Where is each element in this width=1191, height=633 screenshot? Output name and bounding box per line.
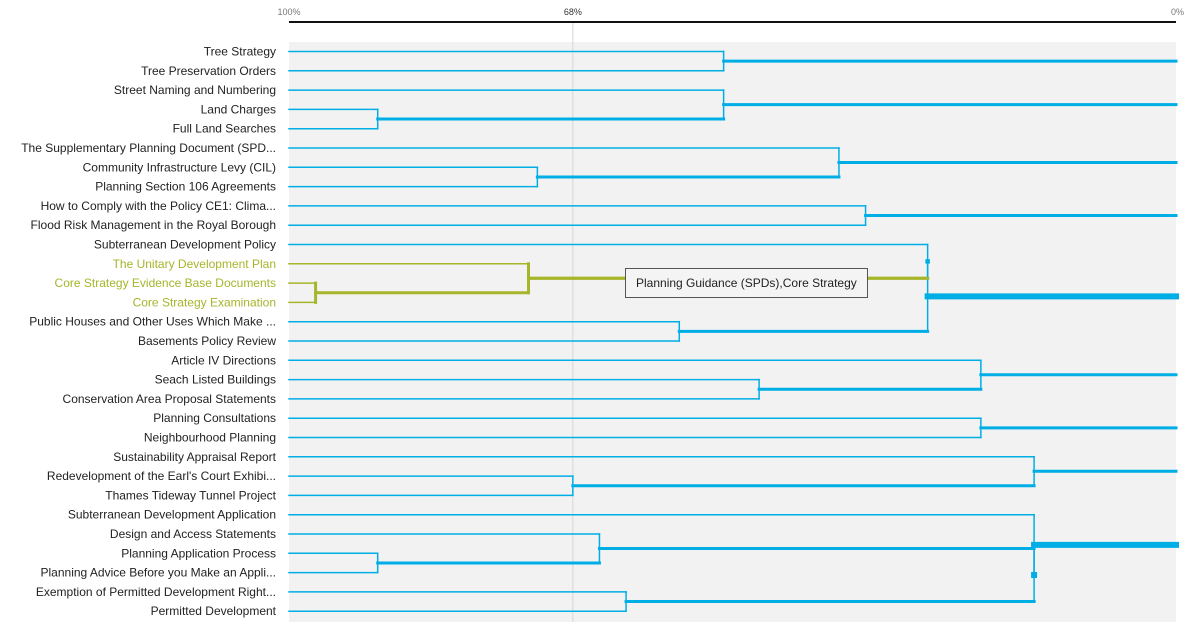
axis-tick-end: 0% — [1171, 7, 1184, 17]
leaf-label[interactable]: Neighbourhood Planning — [144, 431, 276, 445]
leaf-label[interactable]: Land Charges — [201, 102, 276, 116]
leaf-label[interactable]: Street Naming and Numbering — [114, 83, 276, 97]
axis-tick-start: 100% — [277, 7, 300, 17]
leaf-labels: Tree Strategy Tree Preservation Orders Str… — [21, 45, 276, 619]
leaf-label[interactable]: Flood Risk Management in the Royal Borou… — [31, 218, 276, 232]
leaf-label[interactable]: The Unitary Development Plan — [113, 257, 276, 271]
leaf-label[interactable]: Planning Application Process — [121, 546, 276, 560]
leaf-label[interactable]: Conservation Area Proposal Statements — [63, 392, 276, 406]
leaf-label[interactable]: Public Houses and Other Uses Which Make … — [29, 315, 276, 329]
leaf-label[interactable]: Planning Section 106 Agreements — [95, 180, 276, 194]
axis-tick-marker: 68% — [564, 7, 582, 17]
leaf-label[interactable]: Redevelopment of the Earl's Court Exhibi… — [47, 469, 276, 483]
cluster-tooltip: Planning Guidance (SPDs),Core Strategy — [625, 268, 868, 298]
dendrogram-links — [288, 50, 1179, 612]
leaf-label[interactable]: Planning Consultations — [153, 411, 276, 425]
leaf-label[interactable]: Full Land Searches — [173, 122, 276, 136]
leaf-label[interactable]: Core Strategy Evidence Base Documents — [55, 276, 276, 290]
leaf-label[interactable]: Subterranean Development Application — [68, 508, 276, 522]
leaf-label[interactable]: Design and Access Statements — [110, 527, 276, 541]
leaf-label[interactable]: The Supplementary Planning Document (SPD… — [21, 141, 276, 155]
leaf-label[interactable]: Basements Policy Review — [138, 334, 276, 348]
leaf-label[interactable]: Subterranean Development Policy — [94, 238, 276, 252]
leaf-label[interactable]: Seach Listed Buildings — [155, 373, 276, 387]
leaf-label[interactable]: Community Infrastructure Levy (CIL) — [83, 160, 276, 174]
leaf-label[interactable]: Thames Tideway Tunnel Project — [105, 488, 276, 502]
leaf-label[interactable]: Tree Strategy — [204, 45, 276, 59]
leaf-label[interactable]: Article IV Directions — [171, 353, 276, 367]
leaf-label[interactable]: Tree Preservation Orders — [141, 64, 276, 78]
leaf-label[interactable]: Exemption of Permitted Development Right… — [36, 585, 276, 599]
leaf-label[interactable]: Sustainability Appraisal Report — [113, 450, 276, 464]
leaf-label[interactable]: How to Comply with the Policy CE1: Clima… — [41, 199, 276, 213]
leaf-label[interactable]: Permitted Development — [151, 604, 277, 618]
leaf-label[interactable]: Core Strategy Examination — [133, 295, 276, 309]
leaf-label[interactable]: Planning Advice Before you Make an Appli… — [41, 566, 276, 580]
